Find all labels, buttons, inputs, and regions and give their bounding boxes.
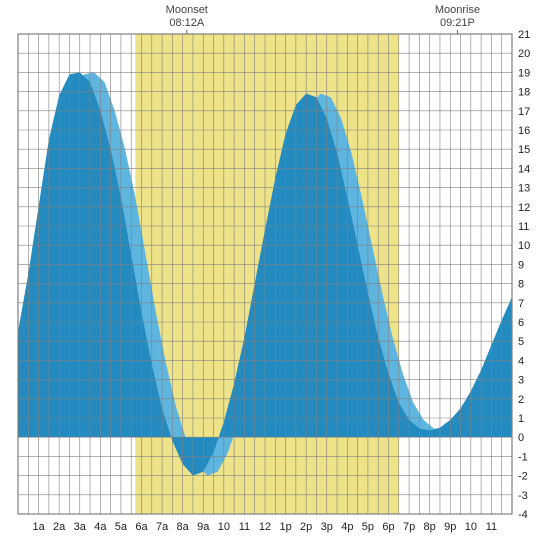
svg-text:2: 2 bbox=[518, 394, 524, 406]
svg-text:3: 3 bbox=[518, 375, 524, 387]
svg-text:7p: 7p bbox=[403, 521, 415, 533]
svg-text:8p: 8p bbox=[424, 521, 436, 533]
svg-text:1p: 1p bbox=[279, 521, 291, 533]
svg-text:8: 8 bbox=[518, 279, 524, 291]
svg-text:10: 10 bbox=[518, 240, 530, 252]
tide-chart: -4-3-2-101234567891011121314151617181920… bbox=[0, 0, 550, 550]
svg-text:-3: -3 bbox=[518, 490, 528, 502]
svg-text:2a: 2a bbox=[53, 521, 66, 533]
svg-text:12: 12 bbox=[259, 521, 271, 533]
svg-text:11: 11 bbox=[518, 221, 529, 233]
header-time: 09:21P bbox=[427, 17, 487, 30]
header-time: 08:12A bbox=[157, 17, 217, 30]
svg-text:9a: 9a bbox=[197, 521, 210, 533]
svg-text:21: 21 bbox=[518, 29, 530, 41]
svg-text:3a: 3a bbox=[74, 521, 87, 533]
svg-text:5a: 5a bbox=[115, 521, 128, 533]
svg-text:1: 1 bbox=[518, 413, 524, 425]
svg-text:9: 9 bbox=[518, 259, 524, 271]
svg-text:5: 5 bbox=[518, 336, 524, 348]
svg-text:4: 4 bbox=[518, 355, 524, 367]
svg-text:2p: 2p bbox=[300, 521, 312, 533]
svg-text:9p: 9p bbox=[444, 521, 456, 533]
svg-text:-1: -1 bbox=[518, 451, 528, 463]
chart-svg: -4-3-2-101234567891011121314151617181920… bbox=[0, 0, 550, 550]
svg-text:6a: 6a bbox=[135, 521, 148, 533]
svg-text:1a: 1a bbox=[32, 521, 45, 533]
svg-text:10: 10 bbox=[218, 521, 230, 533]
svg-text:3p: 3p bbox=[321, 521, 333, 533]
moonrise-label: Moonrise09:21P bbox=[427, 4, 487, 30]
svg-text:4a: 4a bbox=[94, 521, 107, 533]
header-title: Moonrise bbox=[427, 4, 487, 17]
svg-text:11: 11 bbox=[239, 521, 250, 533]
svg-text:7: 7 bbox=[518, 298, 524, 310]
svg-text:-2: -2 bbox=[518, 471, 528, 483]
svg-text:6p: 6p bbox=[382, 521, 394, 533]
svg-text:15: 15 bbox=[518, 144, 530, 156]
svg-text:7a: 7a bbox=[156, 521, 169, 533]
svg-text:12: 12 bbox=[518, 202, 530, 214]
svg-text:18: 18 bbox=[518, 87, 530, 99]
svg-text:14: 14 bbox=[518, 163, 530, 175]
moonset-label: Moonset08:12A bbox=[157, 4, 217, 30]
svg-text:16: 16 bbox=[518, 125, 530, 137]
svg-text:17: 17 bbox=[518, 106, 530, 118]
svg-text:5p: 5p bbox=[362, 521, 374, 533]
svg-text:-4: -4 bbox=[518, 509, 528, 521]
svg-text:0: 0 bbox=[518, 432, 524, 444]
svg-text:6: 6 bbox=[518, 317, 524, 329]
svg-text:4p: 4p bbox=[341, 521, 353, 533]
header-title: Moonset bbox=[157, 4, 217, 17]
svg-text:8a: 8a bbox=[177, 521, 190, 533]
svg-text:20: 20 bbox=[518, 48, 530, 60]
svg-text:19: 19 bbox=[518, 67, 530, 79]
svg-text:11: 11 bbox=[486, 521, 497, 533]
svg-text:10: 10 bbox=[465, 521, 477, 533]
svg-text:13: 13 bbox=[518, 183, 530, 195]
